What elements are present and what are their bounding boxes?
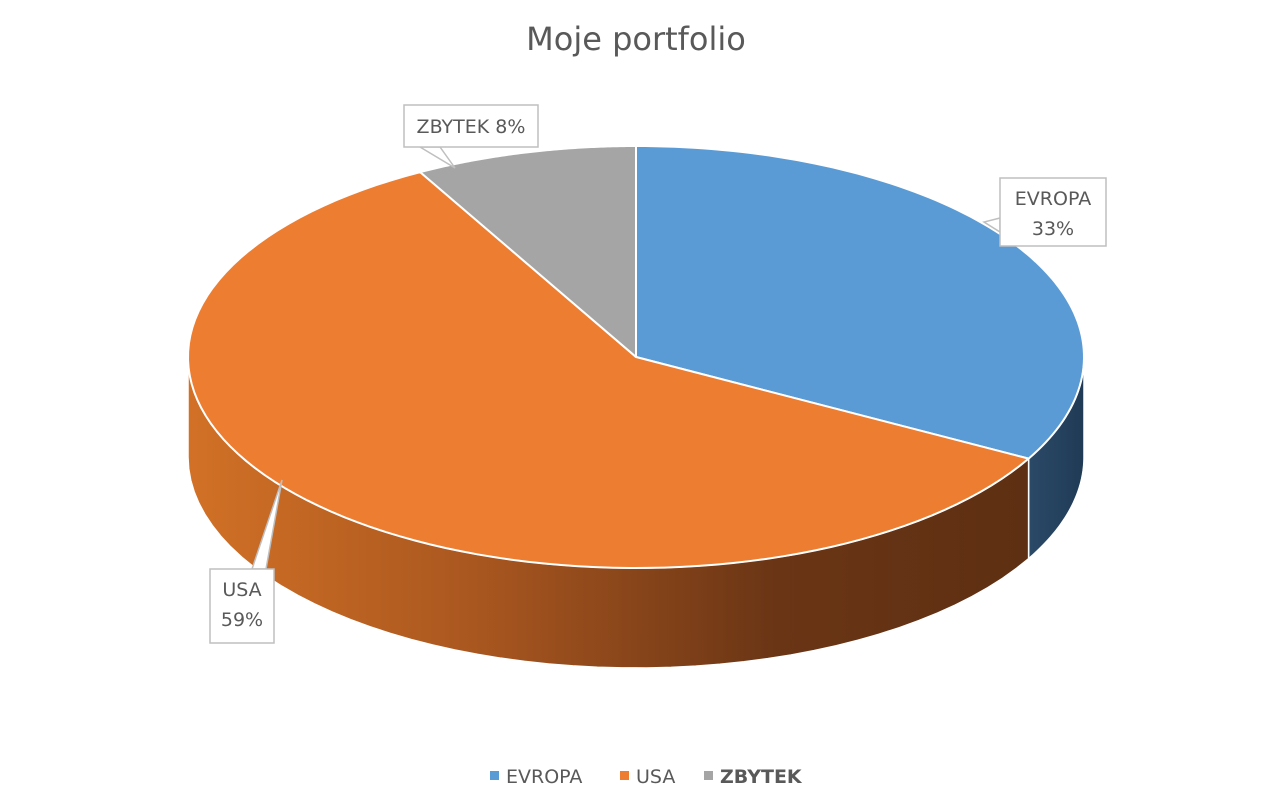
legend-swatch	[490, 771, 499, 780]
data-label-value: 59%	[221, 609, 263, 631]
data-label-zbytek: ZBYTEK 8%	[403, 104, 539, 169]
data-label-evropa: EVROPA 33%	[982, 177, 1107, 247]
legend-label: USA	[636, 766, 675, 788]
pie-top-faces	[187, 145, 1085, 569]
data-label-usa: USA 59%	[209, 479, 283, 644]
chart-title: Moje portfolio	[526, 20, 746, 58]
data-label-pointer	[417, 146, 456, 169]
pie-slice-usa	[187, 171, 1030, 569]
legend-item-evropa: EVROPA	[490, 766, 582, 788]
data-label-text: ZBYTEK 8%	[417, 116, 526, 138]
pie-slice-evropa	[635, 145, 1085, 460]
data-label-category: USA	[222, 579, 261, 601]
legend-label: EVROPA	[506, 766, 582, 788]
legend-swatch	[620, 771, 629, 780]
data-label-box	[403, 104, 539, 148]
data-label-box	[209, 568, 275, 644]
data-label-category: ZBYTEK	[417, 116, 490, 138]
legend-item-usa: USA	[620, 766, 675, 788]
data-label-value: 8%	[489, 116, 525, 138]
data-label-box	[999, 177, 1107, 247]
data-label-value: 33%	[1032, 218, 1074, 240]
legend-label: ZBYTEK	[720, 766, 803, 788]
legend: EVROPA USA ZBYTEK	[490, 766, 803, 788]
legend-swatch	[704, 771, 713, 780]
data-label-category: EVROPA	[1015, 188, 1091, 210]
legend-item-zbytek: ZBYTEK	[704, 766, 803, 788]
data-labels: EVROPA 33% USA 59% ZBYTEK 8%	[209, 104, 1107, 644]
